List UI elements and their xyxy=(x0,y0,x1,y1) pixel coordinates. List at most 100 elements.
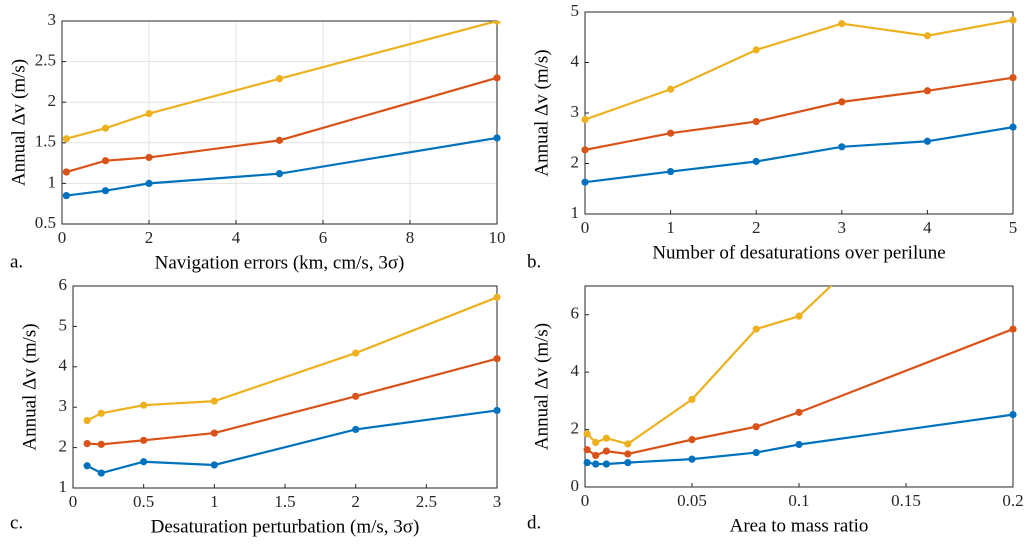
data-point xyxy=(624,458,632,467)
panel-label: a. xyxy=(10,251,23,272)
data-point xyxy=(581,115,589,124)
y-tick-label: 2.5 xyxy=(35,51,56,70)
y-tick-label: 6 xyxy=(59,275,68,294)
y-tick-label: 4 xyxy=(571,51,580,70)
series-line xyxy=(584,76,1014,151)
data-point xyxy=(493,355,501,363)
y-tick-label: 2 xyxy=(48,91,57,110)
data-point xyxy=(145,109,153,118)
data-point xyxy=(140,458,148,466)
data-point xyxy=(1009,411,1017,419)
data-point xyxy=(1009,325,1017,333)
y-axis-label: Annual Δv (m/s) xyxy=(531,323,552,450)
data-point xyxy=(101,124,110,132)
x-tick-label: 0.5 xyxy=(133,492,154,511)
data-point xyxy=(923,87,932,95)
data-point xyxy=(145,153,153,162)
y-tick-label: 3 xyxy=(571,102,580,121)
data-point xyxy=(752,117,760,126)
data-point xyxy=(624,440,632,448)
x-tick-label: 1 xyxy=(210,492,219,511)
plot-frame xyxy=(72,285,498,489)
data-point xyxy=(1009,123,1017,131)
data-point xyxy=(592,438,600,447)
data-point xyxy=(140,401,148,409)
series-line xyxy=(586,413,1014,466)
data-point xyxy=(838,98,846,106)
x-tick-label: 0 xyxy=(581,218,590,237)
y-tick-label: 1 xyxy=(59,477,68,496)
data-point xyxy=(101,187,110,195)
data-point xyxy=(62,135,70,143)
y-tick-label: 1 xyxy=(48,172,57,191)
x-tick-label: 0 xyxy=(58,228,67,247)
plot-area xyxy=(62,21,501,200)
data-point xyxy=(210,461,218,469)
y-tick-label: 6 xyxy=(571,304,580,323)
y-tick-label: 4 xyxy=(59,356,68,375)
x-tick-label: 0 xyxy=(69,492,78,511)
plot-area xyxy=(583,286,1017,468)
data-point xyxy=(592,451,600,460)
data-point xyxy=(752,157,760,166)
data-point xyxy=(624,450,632,458)
data-point xyxy=(97,409,105,417)
data-point xyxy=(838,143,846,151)
data-point xyxy=(688,455,696,463)
data-point xyxy=(493,293,501,301)
data-point xyxy=(1009,74,1017,82)
data-point xyxy=(752,448,760,457)
data-point xyxy=(667,85,675,93)
chart-panel: 0 2 4 6 8 10 0.5 1 1.5 2 2.5 3 Navigation errors (km… xyxy=(8,10,505,273)
series-line xyxy=(586,328,1014,457)
data-point xyxy=(83,439,91,448)
x-tick-label: 6 xyxy=(319,228,328,247)
data-point xyxy=(688,436,696,444)
x-tick-label: 0.05 xyxy=(677,491,707,510)
panel-label: c. xyxy=(10,512,23,533)
y-tick-label: 3 xyxy=(59,396,68,415)
data-point xyxy=(275,75,284,83)
plot-frame xyxy=(584,285,1014,488)
data-point xyxy=(210,429,218,437)
series-line xyxy=(586,286,833,446)
data-point xyxy=(62,168,70,176)
data-point xyxy=(688,395,696,404)
x-axis-label: Area to mass ratio xyxy=(730,515,869,536)
chart-panel: 0 0.5 1 1.5 2 2.5 3 1 2 3 4 5 6 Desaturation perturba… xyxy=(10,275,501,537)
x-axis-label: Desaturation perturbation (m/s, 3σ) xyxy=(151,516,420,537)
y-tick-label: 5 xyxy=(59,315,68,334)
series-line xyxy=(87,357,498,446)
y-axis-label: Annual Δv (m/s) xyxy=(8,59,29,186)
data-point xyxy=(752,46,760,54)
data-point xyxy=(1009,16,1017,24)
data-point xyxy=(592,460,600,468)
series-line xyxy=(584,18,1014,121)
data-point xyxy=(583,458,591,467)
data-point xyxy=(602,447,611,455)
x-tick-label: 0.2 xyxy=(1002,491,1023,510)
y-tick-label: 0.5 xyxy=(35,213,56,232)
panel-label: d. xyxy=(527,512,541,533)
data-point xyxy=(275,170,284,178)
x-tick-label: 3 xyxy=(493,492,502,511)
data-point xyxy=(83,462,91,470)
data-point xyxy=(352,392,360,400)
data-point xyxy=(602,460,611,468)
y-tick-label: 5 xyxy=(571,1,580,20)
data-point xyxy=(667,129,675,137)
x-axis-label: Navigation errors (km, cm/s, 3σ) xyxy=(155,252,405,273)
chart-panel: 0 0.05 0.1 0.15 0.2 0 2 4 6 Area to mass ratio Ann… xyxy=(527,285,1024,536)
x-tick-label: 5 xyxy=(1009,218,1018,237)
series-line xyxy=(66,76,498,174)
data-point xyxy=(493,74,501,82)
data-point xyxy=(581,146,589,154)
data-point xyxy=(923,137,932,145)
data-point xyxy=(140,436,148,444)
series-line xyxy=(86,409,498,475)
y-axis-label: Annual Δv (m/s) xyxy=(19,323,40,450)
x-tick-label: 0 xyxy=(581,491,590,510)
data-point xyxy=(581,178,589,186)
